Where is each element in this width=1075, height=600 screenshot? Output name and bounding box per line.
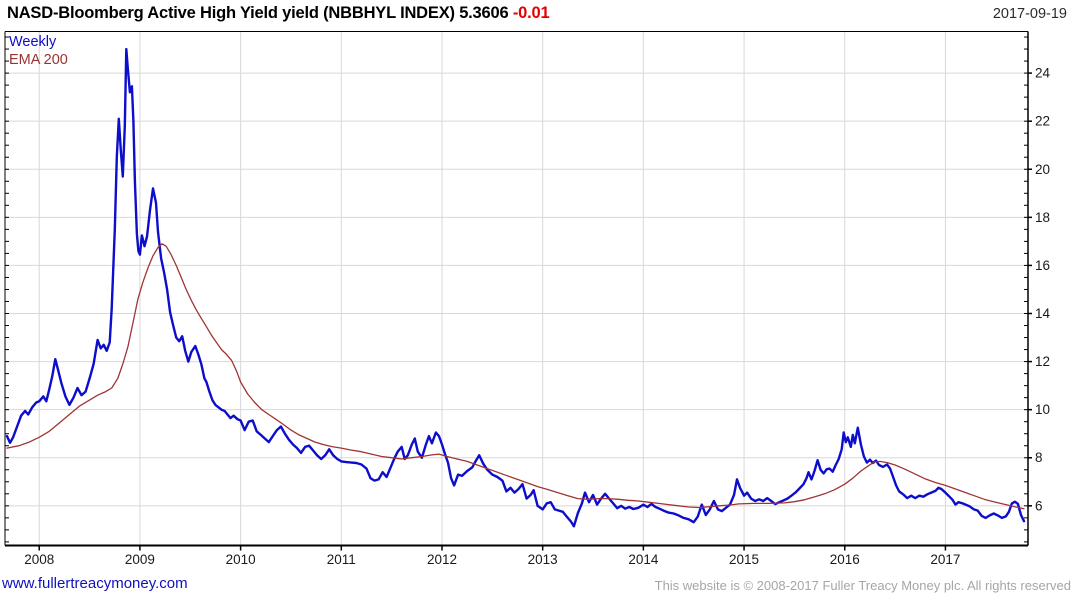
x-axis-label: 2013 [528, 552, 558, 567]
y-axis-label: 22 [1035, 114, 1050, 129]
page-title: NASD-Bloomberg Active High Yield yield (… [7, 4, 550, 23]
x-axis-label: 2016 [830, 552, 860, 567]
site-link[interactable]: www.fullertreacymoney.com [2, 575, 188, 592]
x-axis-label: 2011 [327, 552, 356, 567]
legend-item-ema: EMA 200 [9, 52, 68, 68]
y-axis-label: 14 [1035, 306, 1051, 321]
x-axis-label: 2017 [930, 552, 960, 567]
x-axis-label: 2015 [729, 552, 759, 567]
change-value: -0.01 [512, 4, 550, 22]
chart-legend: Weekly EMA 200 [9, 33, 68, 69]
last-value: 5.3606 [459, 4, 509, 22]
instrument-title: NASD-Bloomberg Active High Yield yield (… [7, 4, 455, 22]
x-axis-label: 2012 [427, 552, 457, 567]
y-axis-label: 24 [1035, 66, 1051, 81]
x-axis-label: 2014 [628, 552, 659, 567]
y-axis-label: 12 [1035, 354, 1050, 369]
price-line [5, 47, 1026, 528]
y-axis-label: 8 [1035, 450, 1043, 465]
x-axis-label: 2008 [24, 552, 54, 567]
y-axis-label: 16 [1035, 258, 1050, 273]
ema-line [6, 243, 1025, 510]
y-axis-label: 18 [1035, 210, 1050, 225]
y-axis-label: 20 [1035, 162, 1050, 177]
y-axis-label: 10 [1035, 402, 1050, 417]
legend-item-weekly: Weekly [9, 34, 57, 50]
y-axis-label: 6 [1035, 498, 1043, 513]
report-date: 2017-09-19 [992, 6, 1067, 22]
x-axis-label: 2009 [125, 552, 155, 567]
x-axis-label: 2010 [226, 552, 256, 567]
copyright-text: This website is © 2008-2017 Fuller Treac… [654, 578, 1071, 593]
